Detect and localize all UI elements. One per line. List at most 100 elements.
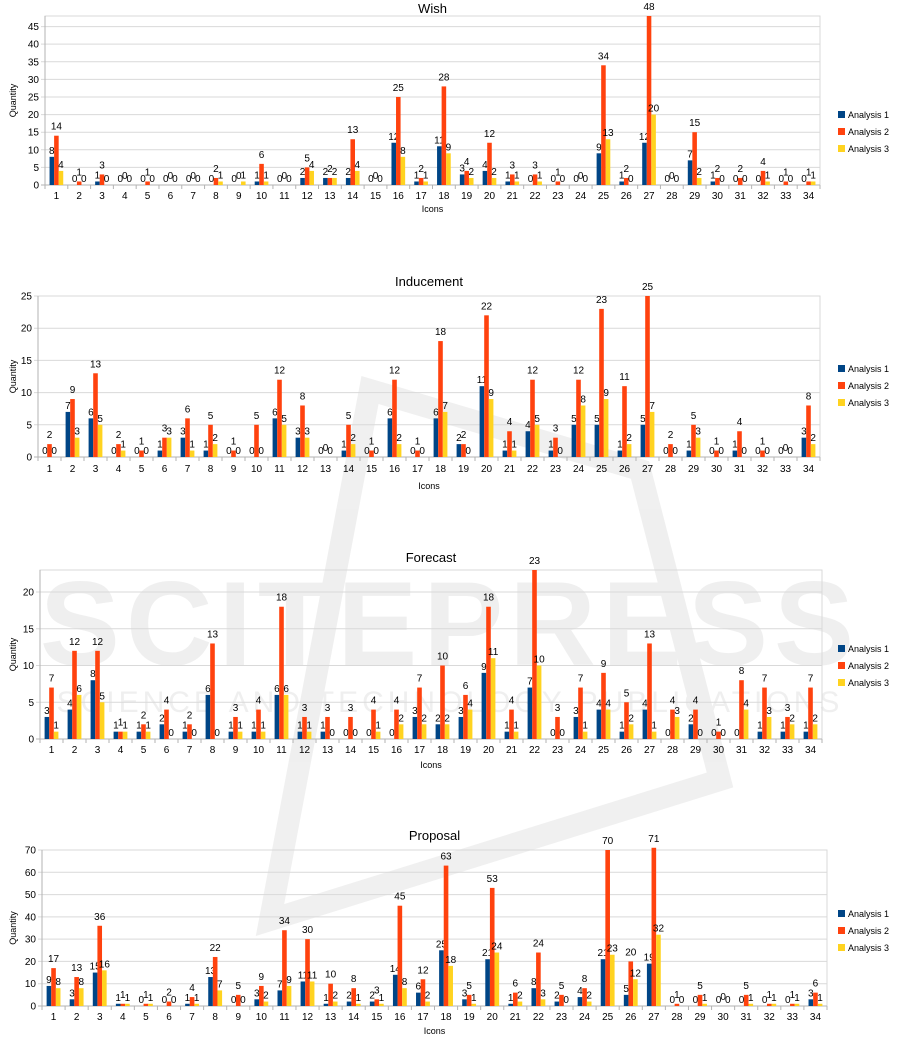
x-tick-label: 3 (95, 745, 101, 756)
data-label: 0 (560, 174, 566, 185)
data-label: 7 (808, 674, 814, 685)
bar-analysis-3 (656, 934, 661, 1006)
y-tick-label: 25 (28, 92, 40, 103)
x-tick-label: 33 (782, 745, 794, 756)
bar-analysis-3 (355, 170, 360, 185)
data-label: 4 (189, 983, 195, 994)
data-label: 0 (172, 174, 178, 185)
bar-analysis-1 (341, 450, 347, 457)
x-tick-label: 1 (54, 191, 60, 202)
data-label: 2 (715, 164, 721, 175)
bar-analysis-1 (642, 142, 647, 185)
data-label: 0 (665, 728, 671, 739)
data-label: 0 (563, 995, 569, 1006)
data-label: 2 (47, 430, 53, 441)
x-tick-label: 9 (233, 745, 239, 756)
bar-analysis-1 (485, 959, 490, 1006)
y-tick-label: 5 (28, 698, 34, 709)
legend-swatch (838, 944, 845, 951)
x-tick-label: 33 (780, 464, 792, 475)
data-label: 9 (601, 659, 607, 670)
legend-label: Analysis 1 (848, 644, 889, 654)
bar-analysis-1 (95, 181, 100, 185)
data-label: 4 (164, 696, 170, 707)
bar-analysis-2 (440, 665, 445, 739)
data-label: 7 (649, 401, 655, 412)
data-label: 2 (346, 991, 352, 1002)
x-tick-label: 3 (99, 191, 105, 202)
bar-analysis-2 (51, 968, 56, 1006)
data-label: 0 (762, 995, 768, 1006)
x-tick-label: 23 (552, 191, 564, 202)
data-label: 1 (619, 170, 625, 181)
data-label: 1 (251, 721, 257, 732)
bar-analysis-2 (806, 405, 811, 457)
x-tick-label: 10 (256, 1012, 268, 1023)
x-tick-label: 26 (619, 464, 631, 475)
data-label: 0 (528, 174, 534, 185)
data-label: 0 (674, 174, 680, 185)
x-tick-label: 27 (644, 745, 656, 756)
data-label: 5 (346, 411, 352, 422)
bar-analysis-3 (97, 424, 103, 457)
data-label: 2 (332, 991, 338, 1002)
data-label: 8 (300, 391, 306, 402)
data-label: 12 (630, 968, 642, 979)
x-tick-label: 20 (483, 745, 495, 756)
bar-analysis-3 (582, 731, 588, 739)
data-label: 6 (185, 404, 191, 415)
bar-analysis-3 (400, 156, 406, 185)
bar-analysis-3 (771, 1003, 777, 1006)
bar-analysis-1 (456, 444, 462, 457)
data-label: 4 (482, 160, 488, 171)
data-label: 2 (688, 713, 694, 724)
x-tick-label: 17 (412, 464, 424, 475)
bar-analysis-3 (810, 181, 816, 185)
bar-analysis-3 (402, 988, 407, 1006)
chart-proposal: 010203040506070ProposalQuantityIcons1917… (8, 828, 889, 1036)
data-label: 5 (304, 153, 310, 164)
legend-label: Analysis 3 (848, 144, 889, 154)
data-label: 12 (92, 637, 104, 648)
bar-analysis-3 (789, 724, 795, 739)
data-label: 0 (672, 446, 678, 457)
bar-analysis-2 (628, 961, 634, 1006)
data-label: 34 (598, 51, 610, 62)
data-label: 2 (421, 713, 427, 724)
data-label: 0 (664, 174, 670, 185)
data-label: 1 (323, 993, 329, 1004)
data-label: 5 (594, 414, 600, 425)
data-label: 6 (272, 407, 278, 418)
data-label: 1 (76, 167, 82, 178)
x-tick-label: 9 (235, 1012, 241, 1023)
data-label: 0 (231, 995, 237, 1006)
y-tick-label: 10 (23, 661, 35, 672)
data-label: 1 (555, 167, 561, 178)
bar-analysis-1 (182, 731, 188, 739)
data-label: 2 (166, 988, 172, 999)
data-label: 0 (214, 728, 220, 739)
bar-analysis-1 (323, 1003, 329, 1006)
data-label: 5 (97, 414, 103, 425)
bar-analysis-1 (392, 974, 398, 1006)
bar-analysis-3 (241, 181, 246, 185)
x-tick-label: 13 (325, 1012, 337, 1023)
bar-analysis-2 (415, 450, 420, 457)
data-label: 0 (670, 995, 676, 1006)
bar-analysis-1 (159, 724, 165, 739)
data-label: 0 (719, 174, 725, 185)
bar-analysis-3 (444, 724, 450, 739)
bar-analysis-2 (510, 174, 515, 185)
data-label: 3 (69, 988, 75, 999)
data-label: 0 (693, 995, 699, 1006)
bar-analysis-2 (783, 181, 789, 185)
bar-analysis-2 (350, 139, 355, 185)
bar-analysis-1 (458, 716, 464, 739)
data-label: 2 (263, 991, 269, 1002)
data-label: 14 (51, 122, 63, 133)
data-label: 0 (138, 995, 144, 1006)
data-label: 0 (582, 174, 588, 185)
chart-title: Wish (418, 1, 447, 16)
bar-analysis-3 (446, 153, 451, 185)
bar-analysis-3 (628, 724, 634, 739)
